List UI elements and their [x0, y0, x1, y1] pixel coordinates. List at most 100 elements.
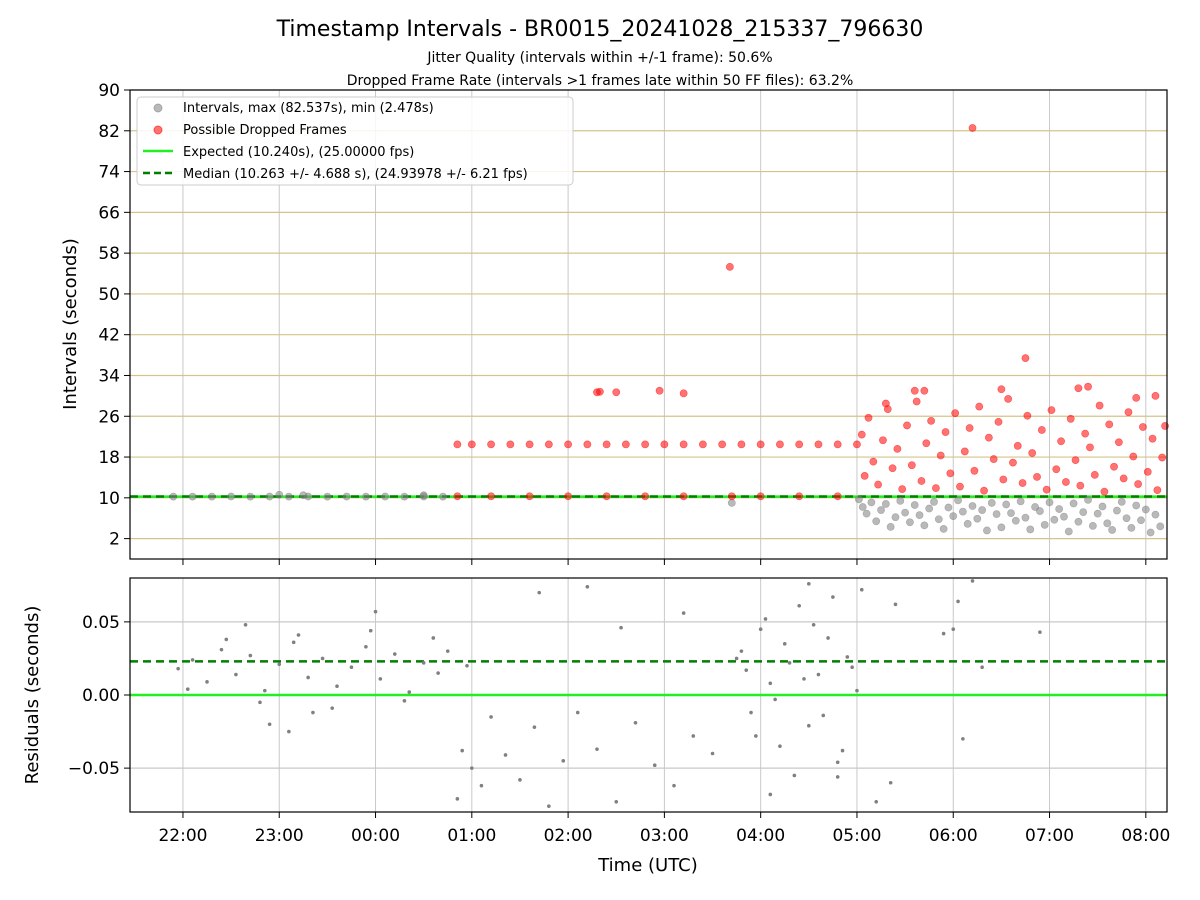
intervals-point-possible-dropped-frames	[1057, 437, 1065, 446]
intervals-point-intervals	[1021, 513, 1030, 522]
intervals-point-possible-dropped-frames	[860, 472, 869, 480]
legend-label-dropped: Possible Dropped Frames	[183, 123, 347, 138]
residuals-point-residuals	[364, 644, 368, 649]
intervals-point-possible-dropped-frames	[956, 482, 964, 491]
residuals-point-residuals	[802, 677, 806, 681]
intervals-point-possible-dropped-frames	[879, 436, 887, 445]
intervals-point-possible-dropped-frames	[994, 417, 1003, 426]
residuals-point-residuals	[956, 599, 960, 604]
intervals-point-possible-dropped-frames	[857, 430, 866, 439]
intervals-point-possible-dropped-frames	[564, 440, 573, 449]
intervals-point-intervals	[1045, 498, 1054, 507]
residuals-point-residuals	[710, 751, 715, 756]
intervals-point-intervals	[1132, 501, 1141, 510]
residuals-point-residuals	[287, 729, 291, 734]
residuals-point-residuals	[402, 699, 407, 703]
intervals-point-intervals	[439, 492, 447, 501]
residuals-point-residuals	[835, 775, 840, 779]
residuals-y-tick-label: 0.05	[82, 613, 120, 633]
residuals-point-residuals	[561, 759, 566, 763]
intervals-point-intervals	[939, 525, 948, 533]
intervals-point-possible-dropped-frames	[1037, 426, 1046, 434]
intervals-point-possible-dropped-frames	[997, 385, 1006, 394]
x-tick-label: 04:00	[736, 826, 785, 846]
residuals-point-residuals	[465, 663, 469, 668]
intervals-point-intervals	[978, 506, 987, 514]
intervals-point-possible-dropped-frames	[795, 492, 804, 501]
intervals-point-intervals	[362, 492, 370, 501]
intervals-point-possible-dropped-frames	[660, 440, 669, 449]
intervals-y-tick-label: 66	[98, 203, 120, 223]
intervals-point-possible-dropped-frames	[487, 440, 495, 449]
intervals-y-tick-label: 18	[98, 448, 120, 468]
residuals-point-residuals	[826, 636, 830, 640]
intervals-point-intervals	[419, 491, 428, 500]
intervals-point-possible-dropped-frames	[1021, 354, 1030, 363]
intervals-point-intervals	[1011, 516, 1020, 525]
legend: Intervals, max (82.537s), min (2.478s) P…	[136, 96, 574, 186]
intervals-point-possible-dropped-frames	[869, 457, 878, 466]
intervals-y-tick-label: 34	[98, 366, 120, 386]
residuals-point-residuals	[831, 595, 835, 599]
intervals-point-intervals	[958, 507, 967, 516]
intervals-point-intervals	[891, 513, 900, 522]
residuals-point-residuals	[691, 734, 696, 738]
intervals-point-possible-dropped-frames	[621, 440, 630, 449]
residuals-y-tick-label: 0.00	[82, 686, 120, 706]
residuals-point-residuals	[575, 710, 580, 715]
intervals-y-tick-label: 82	[98, 122, 120, 142]
intervals-point-possible-dropped-frames	[564, 492, 573, 501]
intervals-point-intervals	[910, 501, 919, 509]
residuals-point-residuals	[176, 666, 180, 671]
intervals-point-possible-dropped-frames	[506, 440, 515, 449]
residuals-point-residuals	[941, 631, 946, 636]
intervals-y-tick-label: 50	[98, 285, 120, 305]
intervals-point-possible-dropped-frames	[951, 409, 960, 418]
residuals-point-residuals	[821, 713, 826, 718]
residuals-point-residuals	[205, 680, 209, 684]
intervals-point-possible-dropped-frames	[970, 466, 979, 475]
intervals-point-possible-dropped-frames	[912, 397, 921, 406]
residuals-point-residuals	[619, 625, 623, 630]
intervals-point-intervals	[901, 508, 910, 517]
intervals-point-possible-dropped-frames	[917, 477, 926, 485]
residuals-point-residuals	[306, 675, 310, 680]
intervals-point-intervals	[727, 499, 736, 507]
residuals-panel: 22:00 23:00 00:00 01:00 02:00 03:00 04:00 05:00…	[22, 577, 1170, 846]
intervals-point-intervals	[1146, 528, 1155, 537]
intervals-point-intervals	[1055, 505, 1064, 513]
intervals-point-possible-dropped-frames	[525, 440, 534, 449]
residuals-point-residuals	[185, 687, 190, 691]
residuals-point-residuals	[436, 671, 440, 675]
intervals-point-possible-dropped-frames	[1119, 474, 1128, 483]
legend-frame	[136, 96, 574, 186]
intervals-point-possible-dropped-frames	[679, 492, 688, 501]
intervals-point-possible-dropped-frames	[795, 440, 804, 449]
residuals-point-residuals	[311, 710, 315, 715]
residuals-point-residuals	[243, 622, 248, 627]
intervals-axes-frame	[129, 89, 1168, 560]
intervals-point-possible-dropped-frames	[936, 451, 945, 460]
intervals-point-possible-dropped-frames	[883, 405, 892, 414]
intervals-point-intervals	[284, 492, 293, 501]
intervals-point-possible-dropped-frames	[756, 440, 765, 449]
intervals-point-possible-dropped-frames	[1009, 458, 1017, 467]
intervals-point-intervals	[944, 503, 953, 512]
x-axis-label: Time (UTC)	[597, 855, 698, 876]
intervals-point-possible-dropped-frames	[903, 421, 911, 430]
intervals-point-possible-dropped-frames	[989, 455, 998, 463]
intervals-point-possible-dropped-frames	[756, 492, 765, 501]
intervals-point-possible-dropped-frames	[679, 389, 688, 398]
x-tick-label: 22:00	[158, 826, 207, 846]
residuals-point-residuals	[734, 656, 739, 661]
residuals-point-residuals	[373, 609, 378, 614]
x-tick-label: 00:00	[351, 826, 400, 846]
intervals-point-possible-dropped-frames	[864, 413, 873, 422]
residuals-point-residuals	[460, 748, 464, 753]
intervals-point-possible-dropped-frames	[1004, 395, 1013, 403]
intervals-point-possible-dropped-frames	[946, 469, 955, 478]
residuals-point-residuals	[845, 655, 850, 659]
residuals-point-residuals	[421, 661, 426, 665]
chart-subtitle-dropped: Dropped Frame Rate (intervals >1 frames …	[347, 73, 854, 89]
